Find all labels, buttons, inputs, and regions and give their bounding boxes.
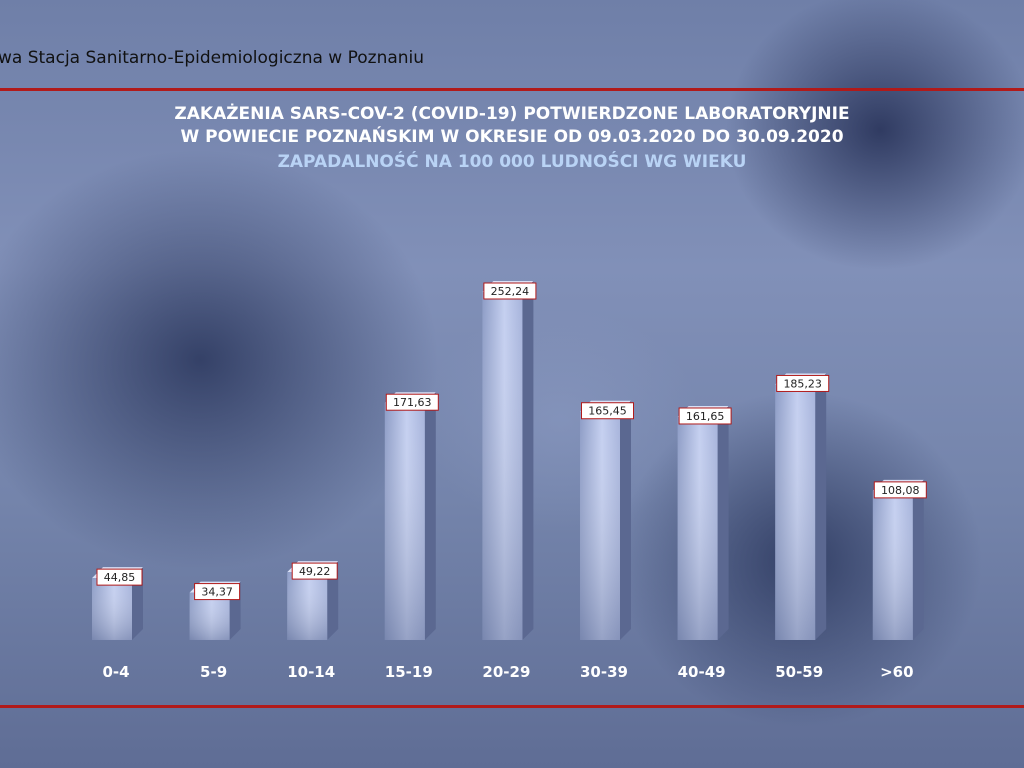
data-label: 161,65 — [686, 410, 725, 423]
bar-group-20-29: 252,24 20-29 — [482, 281, 537, 681]
bar-side — [815, 373, 827, 640]
x-tick-label: >60 — [880, 663, 913, 681]
chart-title: ZAKAŻENIA SARS-COV-2 (COVID-19) POTWIERD… — [174, 104, 850, 124]
bar-shade — [580, 411, 620, 640]
data-label: 108,08 — [881, 484, 920, 497]
bar-shade — [92, 578, 132, 640]
bottom-divider — [0, 705, 1024, 708]
x-tick-label: 5-9 — [200, 663, 227, 681]
institution-name: wa Stacja Sanitarno-Epidemiologiczna w P… — [0, 48, 425, 68]
data-label-box — [385, 393, 439, 411]
x-tick-label: 20-29 — [482, 663, 530, 681]
bar-shade — [384, 403, 425, 640]
data-label: 34,37 — [201, 586, 233, 599]
data-label: 165,45 — [588, 405, 627, 418]
x-tick-label: 10-14 — [287, 663, 335, 681]
data-label-box — [483, 282, 537, 300]
data-label: 252,24 — [491, 285, 530, 298]
x-tick-label: 40-49 — [678, 663, 726, 681]
data-label-box — [776, 374, 830, 392]
bar-group-30-39: 165,45 30-39 — [580, 400, 634, 681]
bar-side — [327, 561, 339, 640]
data-label-box — [581, 402, 634, 420]
chart-subtitle: ZAPADALNOŚĆ NA 100 000 LUDNOŚCI WG WIEKU — [277, 152, 747, 172]
bar-side — [717, 405, 729, 640]
bar-shade — [482, 292, 523, 640]
bar-group-5-9: 34,37 5-9 — [189, 581, 241, 681]
bar-side — [424, 392, 436, 640]
data-label-box — [678, 407, 732, 425]
bar-group-40-49: 161,65 40-49 — [677, 405, 732, 681]
bar-shade — [287, 572, 328, 640]
data-label-box — [291, 562, 338, 580]
data-label: 171,63 — [393, 396, 432, 409]
data-label-box — [96, 568, 143, 586]
bar-side — [912, 479, 924, 640]
bar-side — [522, 281, 534, 640]
data-label: 44,85 — [104, 571, 136, 584]
data-label: 49,22 — [299, 565, 331, 578]
chart-title-line2: W POWIECIE POZNAŃSKIM W OKRESIE OD 09.03… — [180, 127, 844, 147]
bar-side — [620, 400, 631, 640]
x-tick-label: 15-19 — [385, 663, 433, 681]
data-label-box — [873, 481, 927, 499]
data-label-box — [194, 583, 241, 601]
bar-group->60: 108,08 >60 — [872, 479, 927, 681]
bar-group-0-4: 44,85 0-4 — [92, 567, 143, 681]
x-tick-label: 50-59 — [775, 663, 823, 681]
bar-shade — [775, 384, 816, 640]
x-tick-label: 30-39 — [580, 663, 628, 681]
bar-shade — [677, 416, 718, 640]
bar-group-10-14: 49,22 10-14 — [287, 561, 339, 681]
bar-shade — [872, 490, 913, 640]
bar-group-15-19: 171,63 15-19 — [384, 392, 439, 681]
x-tick-label: 0-4 — [102, 663, 129, 681]
data-label: 185,23 — [783, 377, 822, 390]
top-divider — [0, 88, 1024, 91]
bar-group-50-59: 185,23 50-59 — [775, 373, 830, 681]
bar-shade — [189, 592, 230, 640]
